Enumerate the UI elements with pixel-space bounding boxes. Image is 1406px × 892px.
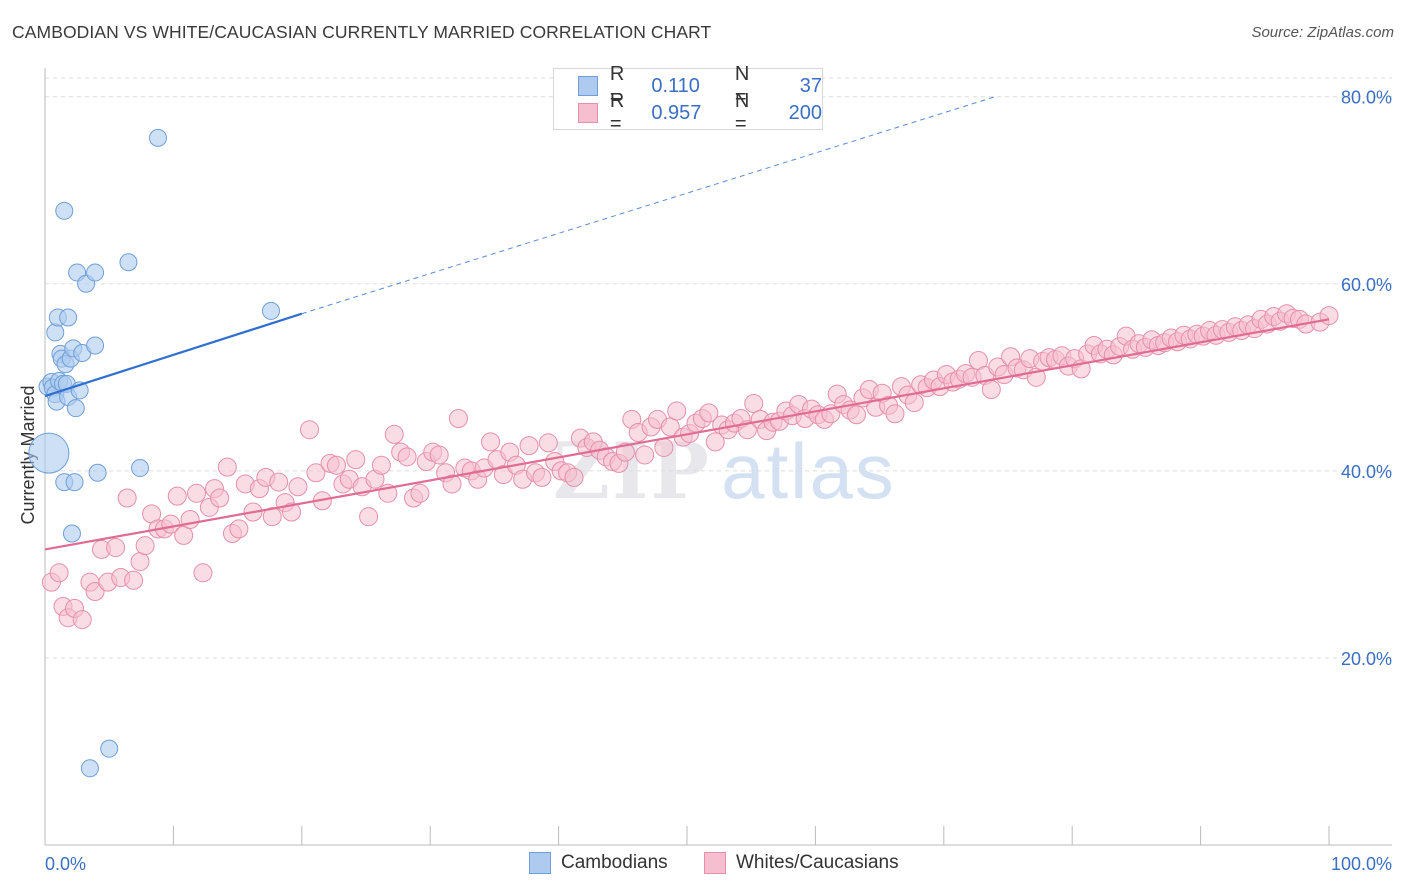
data-point-whites <box>174 525 194 545</box>
y-axis-label: Currently Married <box>18 385 38 524</box>
trend-line-cambodians-extension <box>301 96 996 315</box>
correlation-legend: R = 0.110 N = 37 R = 0.957 N = 200 <box>553 63 823 135</box>
data-point-whites <box>359 507 379 527</box>
data-point-whites <box>282 502 302 522</box>
legend-r-label: R = <box>609 90 625 135</box>
data-point-whites <box>217 457 237 477</box>
data-point-whites <box>124 570 144 590</box>
data-point-whites <box>397 447 417 467</box>
legend-r-value: 0.110 <box>651 74 700 97</box>
data-point-cambodians <box>131 459 150 478</box>
data-point-whites <box>1319 306 1339 326</box>
data-point-whites <box>167 486 187 506</box>
x-tick-label: 0.0% <box>45 854 86 874</box>
data-point-whites <box>448 408 468 428</box>
data-point-cambodians <box>100 739 119 758</box>
trend-line-cambodians <box>44 312 303 398</box>
data-point-cambodians <box>119 253 138 272</box>
legend-n-value: 200 <box>788 101 822 124</box>
legend-swatch-whites <box>704 852 726 874</box>
data-point-whites <box>306 463 326 483</box>
data-point-whites <box>85 582 105 602</box>
data-point-cambodians <box>28 432 70 474</box>
legend-row-cambodians: R = 0.110 N = 37 <box>578 63 822 108</box>
legend-row-whites: R = 0.957 N = 200 <box>578 90 822 135</box>
data-point-whites <box>346 450 366 470</box>
data-point-whites <box>442 474 462 494</box>
data-point-whites <box>615 442 635 462</box>
data-point-cambodians <box>88 463 107 482</box>
data-point-whites <box>981 379 1001 399</box>
legend-label-whites: Whites/Caucasians <box>736 852 899 873</box>
y-tick-label: 60.0% <box>1341 275 1392 295</box>
legend-n-label: N = <box>734 90 750 135</box>
data-point-whites <box>193 563 213 583</box>
data-point-whites <box>180 509 200 529</box>
data-point-whites <box>635 445 655 465</box>
data-point-whites <box>885 404 905 424</box>
x-tick-label: 100.0% <box>1331 854 1392 874</box>
data-point-whites <box>229 519 249 539</box>
data-point-whites <box>130 552 150 572</box>
data-point-whites <box>300 420 320 440</box>
data-point-whites <box>187 483 207 503</box>
y-tick-label: 80.0% <box>1341 88 1392 108</box>
data-point-cambodians <box>46 323 65 342</box>
data-point-cambodians <box>80 759 99 778</box>
data-point-whites <box>72 610 92 630</box>
data-point-whites <box>481 432 501 452</box>
legend-n-value: 37 <box>799 74 822 97</box>
legend-swatch-cambodians <box>578 76 598 96</box>
trend-line-whites <box>44 318 1330 551</box>
data-point-cambodians <box>66 399 85 418</box>
data-point-whites <box>49 563 69 583</box>
legend-item-whites: Whites/Caucasians <box>704 852 899 874</box>
legend-item-cambodians: Cambodians <box>529 852 668 874</box>
data-point-whites <box>410 483 430 503</box>
y-tick-label: 20.0% <box>1341 649 1392 669</box>
data-point-whites <box>538 433 558 453</box>
legend-swatch-cambodians <box>529 852 551 874</box>
data-point-cambodians <box>62 524 81 543</box>
data-point-cambodians <box>148 128 167 147</box>
legend-label-cambodians: Cambodians <box>561 852 668 873</box>
data-point-cambodians <box>261 301 280 320</box>
series-legend: Cambodians Whites/Caucasians <box>0 852 1406 878</box>
data-point-whites <box>429 445 449 465</box>
data-point-cambodians <box>86 336 105 355</box>
data-point-cambodians <box>59 308 78 327</box>
data-point-whites <box>288 477 308 497</box>
data-point-whites <box>106 538 126 558</box>
data-point-cambodians <box>65 473 84 492</box>
legend-swatch-whites <box>578 103 598 123</box>
data-point-whites <box>210 488 230 508</box>
y-tick-label: 40.0% <box>1341 462 1392 482</box>
data-point-whites <box>846 405 866 425</box>
legend-r-label: R = <box>609 63 625 108</box>
data-point-whites <box>654 437 674 457</box>
data-point-whites <box>493 465 513 485</box>
legend-n-label: N = <box>734 63 750 108</box>
data-point-whites <box>699 403 719 423</box>
data-point-whites <box>705 432 725 452</box>
source-label: Source: ZipAtlas.com <box>1251 24 1394 41</box>
legend-r-value: 0.957 <box>651 101 702 124</box>
data-point-whites <box>519 436 539 456</box>
data-point-whites <box>135 536 155 556</box>
data-point-whites <box>564 467 584 487</box>
data-point-whites <box>371 455 391 475</box>
data-point-whites <box>384 424 404 444</box>
data-point-cambodians <box>55 201 74 220</box>
data-point-whites <box>269 472 289 492</box>
data-point-whites <box>904 393 924 413</box>
chart-title: CAMBODIAN VS WHITE/CAUCASIAN CURRENTLY M… <box>12 22 712 42</box>
data-point-cambodians <box>86 263 105 282</box>
data-point-whites <box>744 394 764 414</box>
data-point-whites <box>117 488 137 508</box>
data-point-whites <box>532 467 552 487</box>
data-point-whites <box>667 401 687 421</box>
data-point-whites <box>326 455 346 475</box>
